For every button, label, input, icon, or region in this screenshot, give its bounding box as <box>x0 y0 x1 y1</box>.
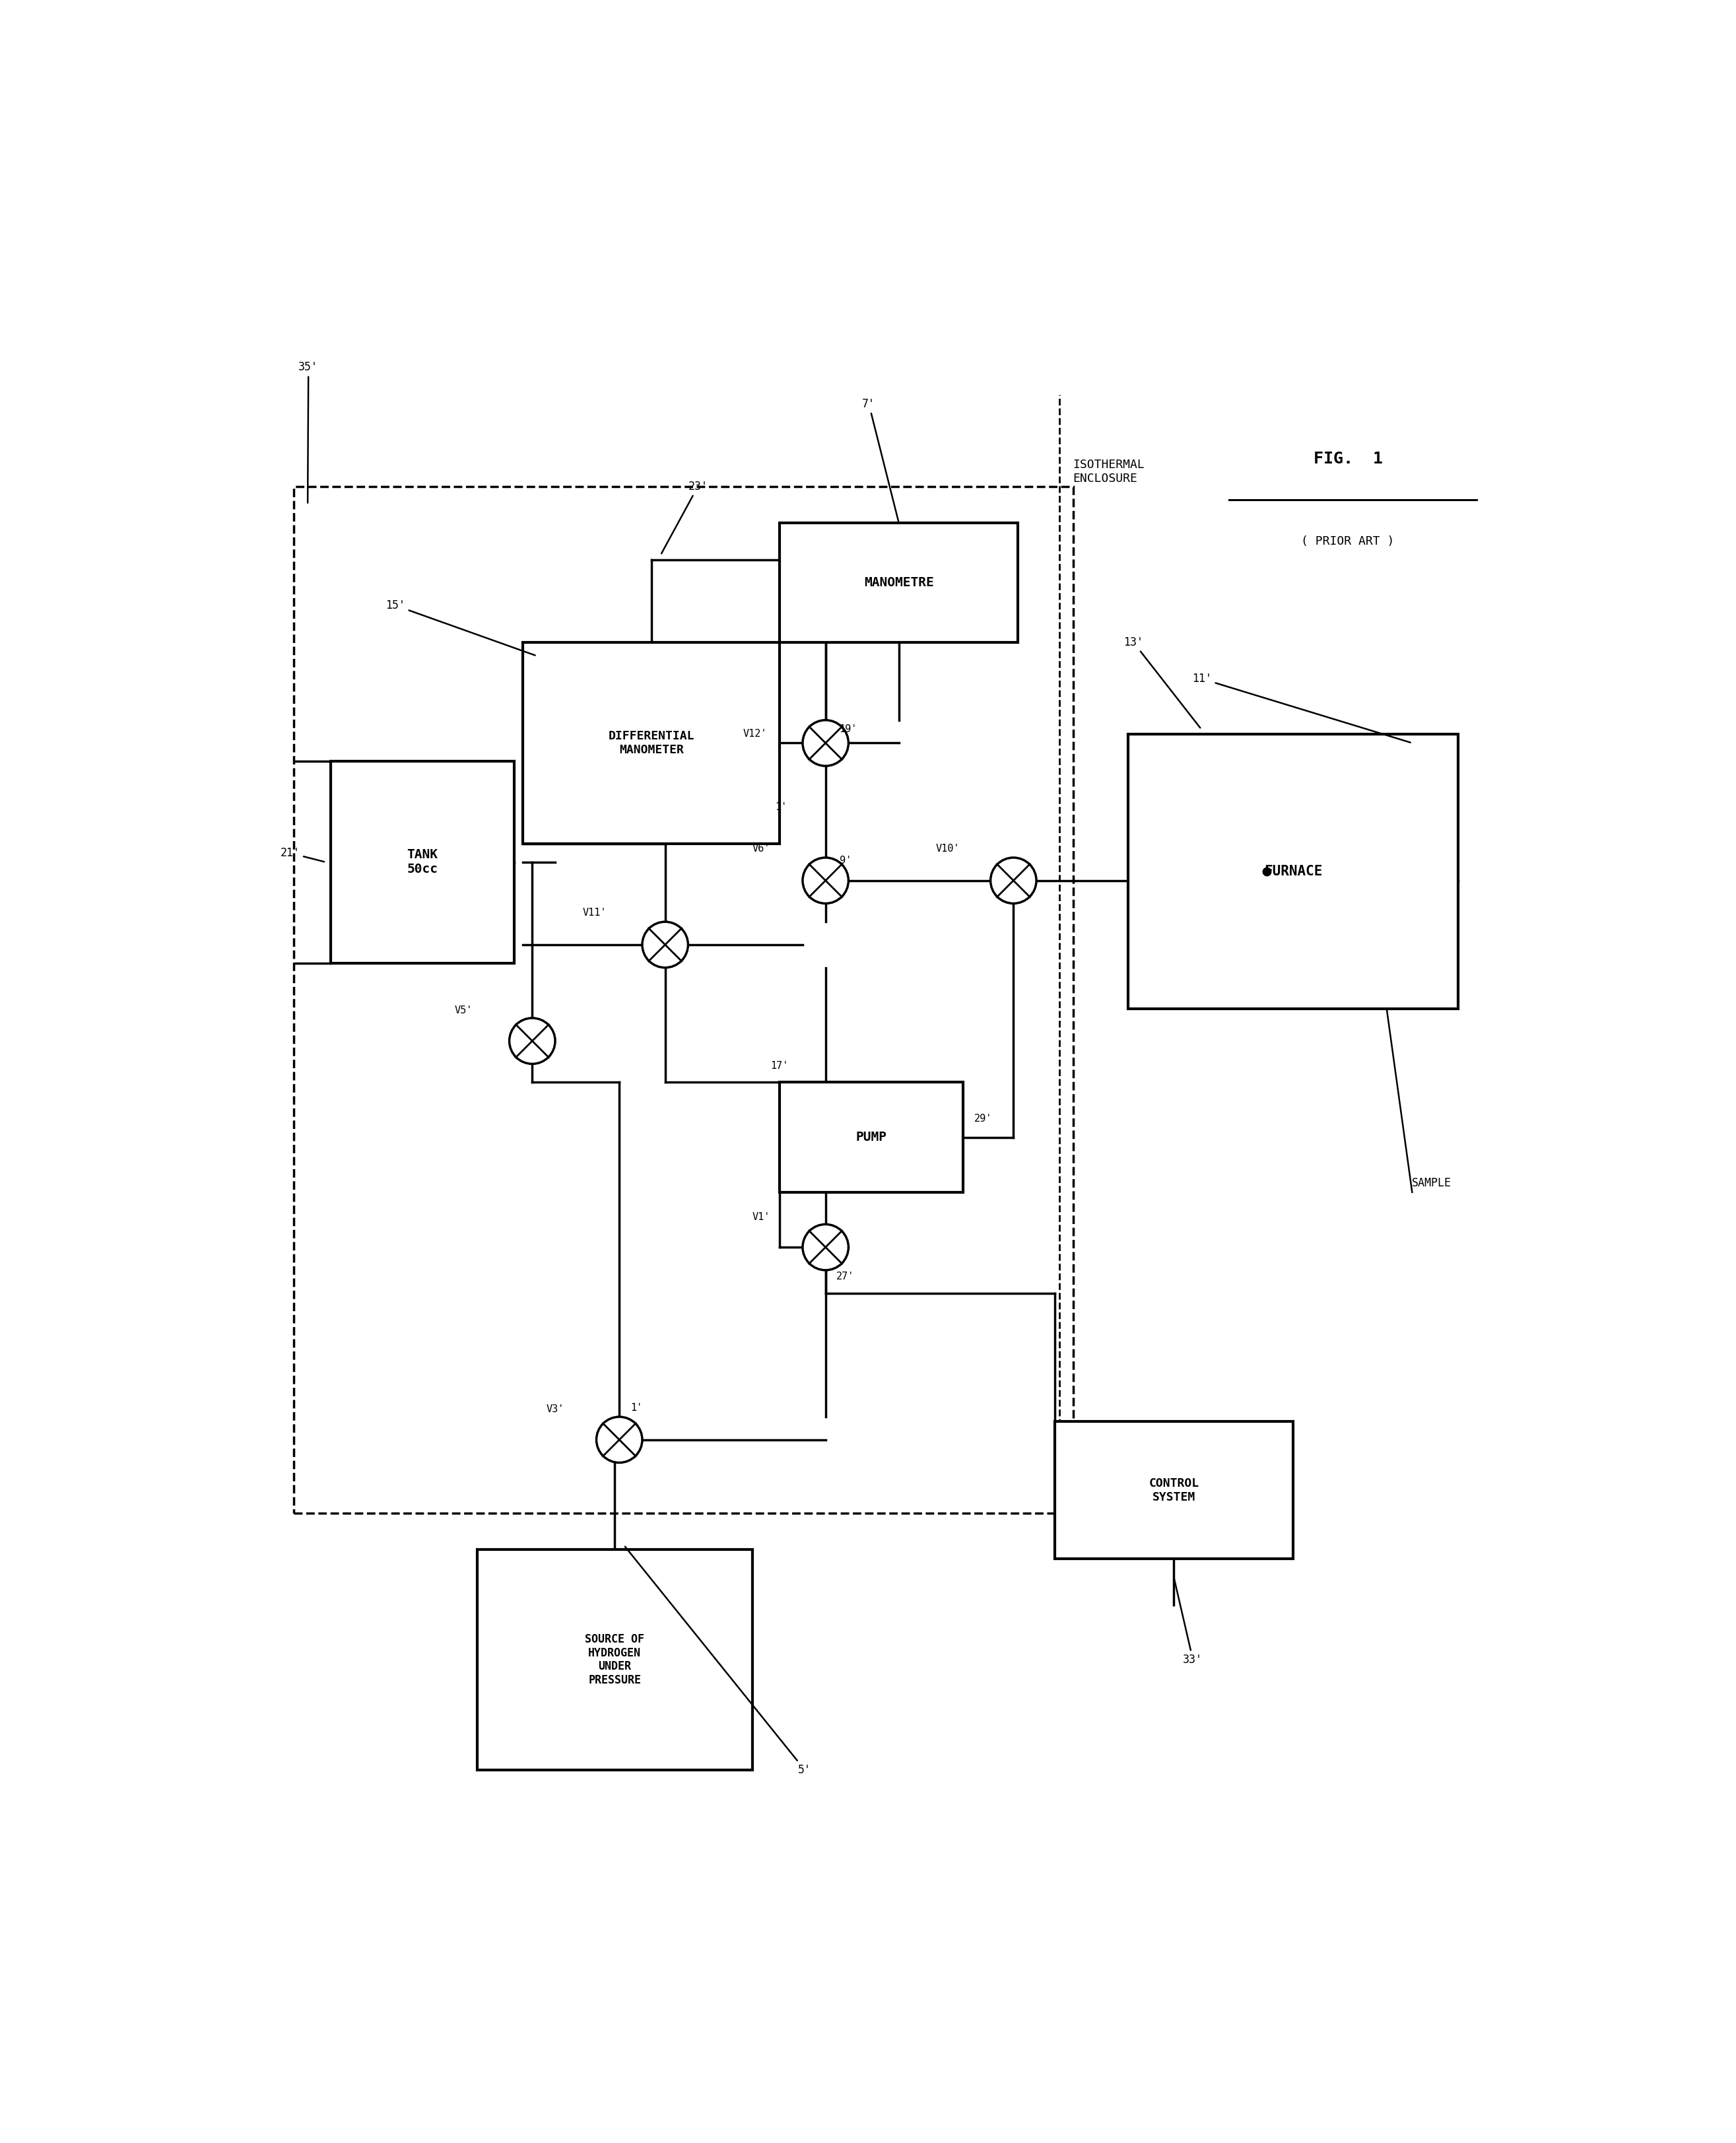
Text: 23': 23' <box>661 480 708 553</box>
Circle shape <box>991 857 1036 904</box>
Bar <box>1055 1421 1293 1558</box>
Text: 11': 11' <box>1193 673 1410 741</box>
Text: V10': V10' <box>936 844 960 853</box>
Text: FURNACE: FURNACE <box>1264 866 1323 879</box>
Bar <box>779 523 1017 643</box>
Bar <box>293 486 1073 1513</box>
Text: 13': 13' <box>1123 636 1200 729</box>
Text: ISOTHERMAL
ENCLOSURE: ISOTHERMAL ENCLOSURE <box>1073 459 1144 484</box>
Text: 27': 27' <box>837 1271 854 1282</box>
Circle shape <box>597 1417 642 1464</box>
Text: PUMP: PUMP <box>856 1132 887 1144</box>
Text: SAMPLE: SAMPLE <box>1411 1177 1451 1189</box>
Circle shape <box>802 857 849 904</box>
Text: V5': V5' <box>455 1005 472 1016</box>
Text: 19': 19' <box>838 724 858 735</box>
Text: 1': 1' <box>630 1404 642 1412</box>
Text: V11': V11' <box>583 909 608 917</box>
Text: ( PRIOR ART ): ( PRIOR ART ) <box>1302 536 1394 546</box>
Bar <box>477 1549 752 1770</box>
Text: SOURCE OF
HYDROGEN
UNDER
PRESSURE: SOURCE OF HYDROGEN UNDER PRESSURE <box>585 1633 644 1687</box>
Circle shape <box>509 1018 556 1063</box>
Text: CONTROL
SYSTEM: CONTROL SYSTEM <box>1149 1477 1200 1502</box>
Text: V1': V1' <box>752 1213 771 1222</box>
Text: V6': V6' <box>752 844 771 853</box>
Text: 5': 5' <box>625 1547 811 1777</box>
Text: 9': 9' <box>838 855 851 866</box>
Circle shape <box>802 1224 849 1271</box>
Text: MANOMETRE: MANOMETRE <box>865 576 934 589</box>
Text: 21': 21' <box>279 846 325 861</box>
Text: 29': 29' <box>974 1114 991 1123</box>
Text: 33': 33' <box>1174 1579 1203 1665</box>
Bar <box>523 643 779 844</box>
Bar <box>1128 733 1458 1009</box>
Text: 15': 15' <box>385 600 535 656</box>
Text: FIG.  1: FIG. 1 <box>1314 450 1382 467</box>
Text: 1': 1' <box>776 801 786 812</box>
Text: 17': 17' <box>771 1061 788 1072</box>
Text: 35': 35' <box>299 362 318 504</box>
Text: V12': V12' <box>743 729 767 739</box>
Text: DIFFERENTIAL
MANOMETER: DIFFERENTIAL MANOMETER <box>608 731 694 756</box>
Bar <box>779 1082 963 1192</box>
Circle shape <box>802 720 849 765</box>
Text: 7': 7' <box>863 399 899 521</box>
Circle shape <box>642 921 687 969</box>
Bar <box>330 761 514 962</box>
Text: TANK
50cc: TANK 50cc <box>406 849 437 876</box>
Text: V3': V3' <box>547 1404 564 1414</box>
